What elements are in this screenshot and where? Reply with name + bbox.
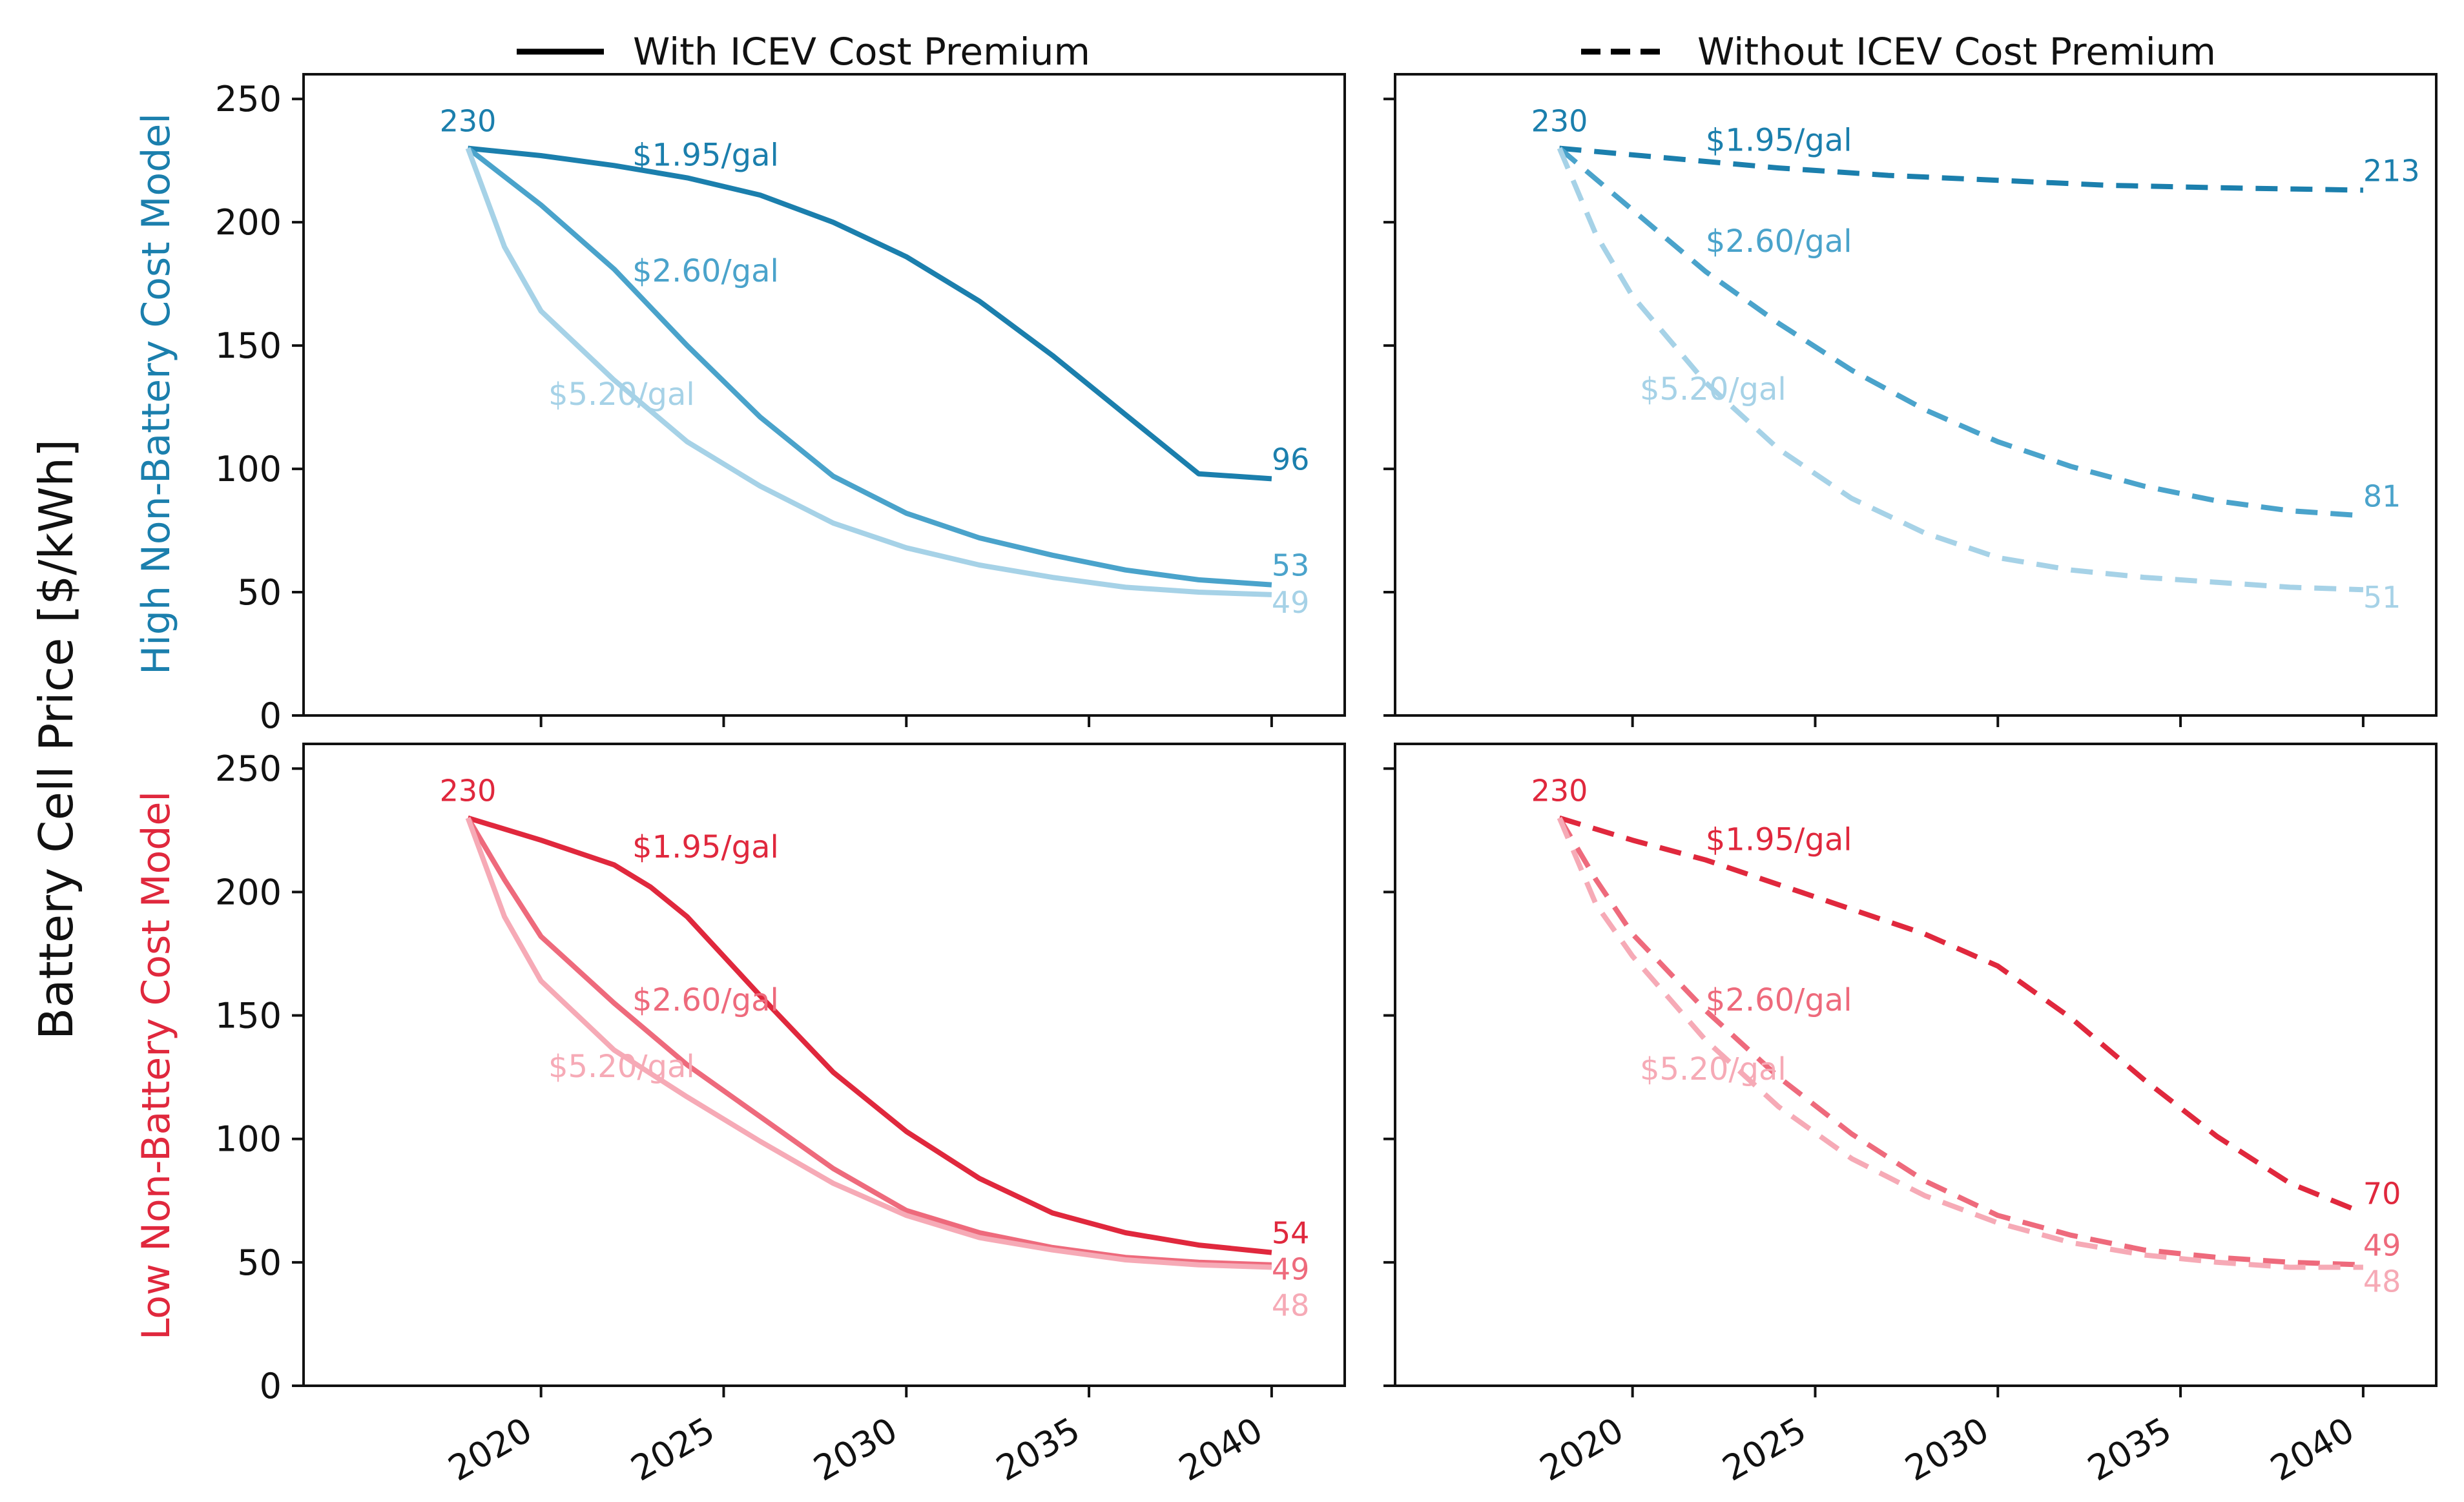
end-value-label-1: 81	[2363, 479, 2401, 514]
series-line-2	[465, 147, 1272, 597]
y-tick-label: 200	[215, 202, 282, 243]
series-line-0	[1558, 815, 2365, 1216]
end-value-label-1: 49	[2363, 1228, 2401, 1263]
y-tick-label: 250	[215, 748, 282, 789]
x-tick-label: 2030	[1898, 1410, 1996, 1489]
end-value-label-2: 51	[2363, 580, 2401, 615]
series-line-2	[1557, 147, 2364, 593]
end-value-label-2: 49	[1272, 585, 1310, 620]
end-value-label-0: 213	[2363, 154, 2420, 189]
end-value-label-1: 49	[1272, 1252, 1310, 1287]
x-tick-label: 2035	[2081, 1410, 2179, 1489]
y-tick-label: 150	[215, 996, 282, 1036]
end-value-label-2: 48	[1272, 1288, 1310, 1323]
series-line-1	[466, 146, 1272, 588]
legend: With ICEV Cost Premium Without ICEV Cost…	[517, 30, 2216, 74]
panel-3: 2020 2025 2030 2035 2040 230 $1.95/gal $2.60/ga…	[1383, 743, 2438, 1489]
series-label-0: $1.95/gal	[632, 137, 779, 173]
series-line-0	[468, 145, 1272, 482]
x-tick-label: 2040	[1172, 1410, 1270, 1489]
series-label-2: $5.20/gal	[1640, 371, 1786, 407]
series-line-2	[465, 817, 1272, 1270]
series-label-0: $1.95/gal	[632, 829, 779, 865]
y-tick-label: 100	[215, 449, 282, 489]
x-tick-label: 2025	[624, 1410, 721, 1489]
series-label-1: $2.60/gal	[1706, 223, 1852, 260]
y-tick-label: 200	[215, 872, 282, 912]
start-label: 230	[1531, 104, 1588, 139]
y-axis-label: Battery Cell Price [$/kWh]	[29, 439, 83, 1040]
y-tick-label: 0	[260, 1366, 282, 1406]
series-label-2: $5.20/gal	[548, 376, 695, 413]
plot-frame	[1394, 743, 2438, 1387]
series-label-0: $1.95/gal	[1706, 821, 1852, 858]
series-label-1: $2.60/gal	[632, 982, 779, 1018]
start-label: 230	[440, 774, 497, 808]
x-tick-label: 2035	[989, 1410, 1087, 1489]
series-label-2: $5.20/gal	[548, 1049, 695, 1085]
panel-1: 230 $1.95/gal $2.60/gal $5.20/gal 213 81 51	[1383, 73, 2438, 727]
series-line-0	[467, 815, 1272, 1255]
y-tick-label: 50	[237, 1242, 282, 1283]
x-tick-label: 2040	[2264, 1410, 2361, 1489]
x-tick-label: 2020	[442, 1410, 539, 1489]
start-label: 230	[1531, 774, 1588, 808]
end-value-label-0: 54	[1272, 1216, 1310, 1251]
series-label-2: $5.20/gal	[1640, 1051, 1786, 1087]
x-tick-label: 2025	[1715, 1410, 1813, 1489]
series-line-1	[1557, 816, 2364, 1268]
y-tick-label: 0	[260, 695, 282, 736]
end-value-label-1: 53	[1272, 548, 1310, 583]
series-line-0	[1559, 145, 2363, 193]
plot-frame	[1394, 73, 2438, 717]
plot-frame	[302, 743, 1346, 1387]
plot-frame	[302, 73, 1346, 717]
row-label-high: High Non-Battery Cost Model	[134, 113, 179, 675]
x-tick-label: 2030	[807, 1410, 904, 1489]
end-value-label-0: 96	[1272, 442, 1310, 477]
end-value-label-0: 70	[2363, 1176, 2401, 1211]
series-label-1: $2.60/gal	[632, 253, 779, 289]
panel-2: 0 50 100 150 200 250 2020 2025 2030 2035 2040 230 $1…	[215, 743, 1346, 1489]
series-label-0: $1.95/gal	[1706, 122, 1852, 158]
start-label: 230	[440, 104, 497, 139]
row-label-low: Low Non-Battery Cost Model	[134, 791, 179, 1340]
y-tick-label: 250	[215, 79, 282, 119]
panel-0: 0 50 100 150 200 250 230 $1.95/gal $2.60/gal $5.2…	[215, 73, 1346, 736]
series-line-2	[1557, 817, 2363, 1270]
panels: 0 50 100 150 200 250 230 $1.95/gal $2.60/gal $5.2…	[215, 73, 2438, 1489]
x-tick-label: 2020	[1533, 1410, 1631, 1489]
end-value-label-2: 48	[2363, 1264, 2401, 1299]
y-tick-label: 50	[237, 572, 282, 613]
legend-label-with-premium: With ICEV Cost Premium	[633, 30, 1090, 74]
y-tick-label: 100	[215, 1119, 282, 1160]
series-line-1	[1557, 146, 2364, 519]
y-tick-label: 150	[215, 325, 282, 366]
legend-label-without-premium: Without ICEV Cost Premium	[1697, 30, 2216, 74]
series-label-1: $2.60/gal	[1706, 982, 1852, 1018]
